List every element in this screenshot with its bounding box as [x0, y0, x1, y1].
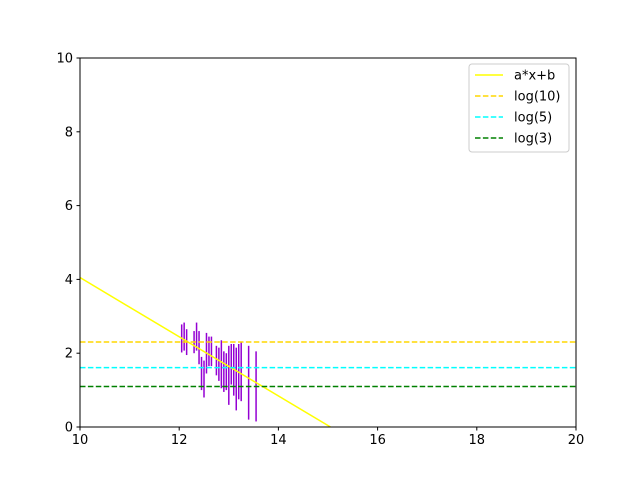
y-tick-label-2: 4 — [65, 273, 73, 288]
legend-items: a*x+b log(10) log(5) log(3) — [475, 69, 561, 147]
x-tick-label-4: 18 — [469, 433, 486, 448]
plot-frame — [79, 57, 577, 428]
y-tick-label-1: 2 — [65, 347, 73, 362]
x-tick-label-3: 16 — [369, 433, 386, 448]
y-tick-label-0: 0 — [65, 421, 73, 436]
x-axis-ticks: 10 12 14 16 18 20 — [72, 427, 585, 448]
y-tick-label-5: 10 — [56, 52, 73, 67]
y-tick-label-3: 6 — [65, 199, 73, 214]
y-axis-ticks: 0 2 4 6 8 10 — [56, 52, 80, 436]
legend: a*x+b log(10) log(5) log(3) — [468, 63, 570, 153]
x-tick-label-1: 12 — [171, 433, 188, 448]
series-layer — [80, 276, 576, 427]
legend-label-0: a*x+b — [514, 69, 555, 84]
x-tick-label-2: 14 — [270, 433, 287, 448]
legend-label-3: log(3) — [514, 132, 552, 147]
x-tick-label-5: 20 — [568, 433, 585, 448]
legend-label-1: log(10) — [514, 90, 561, 105]
legend-box — [468, 63, 570, 153]
series-line-0 — [80, 276, 331, 427]
legend-label-2: log(5) — [514, 111, 552, 126]
x-tick-label-0: 10 — [72, 433, 89, 448]
y-tick-label-4: 8 — [65, 125, 73, 140]
